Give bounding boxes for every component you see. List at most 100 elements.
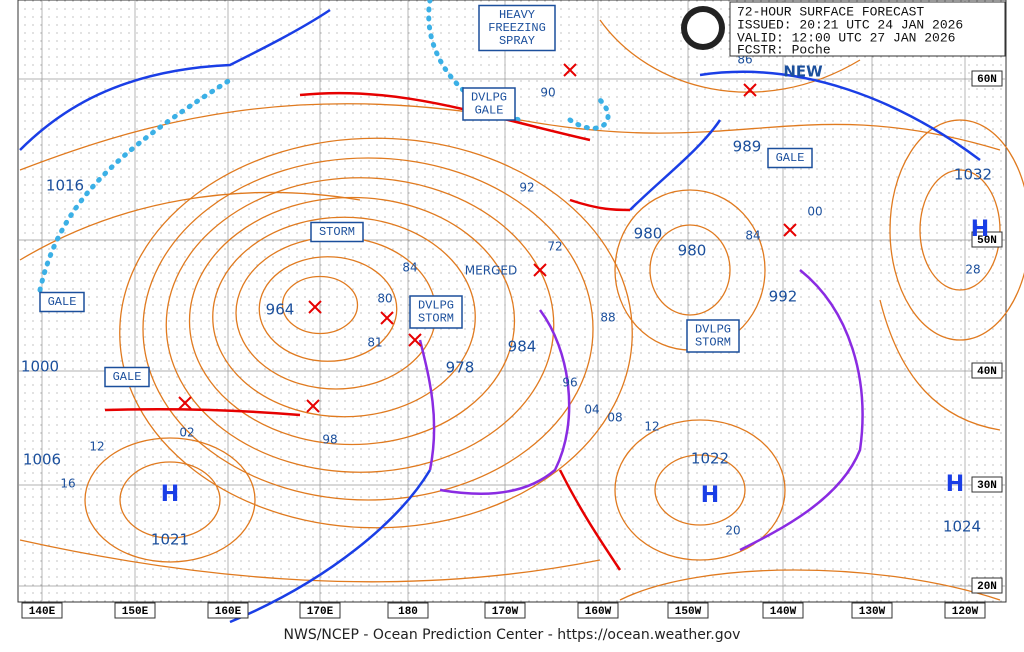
pressure-label: 1032 [954,166,992,184]
pressure-label: 00 [807,205,822,219]
isobar [258,256,398,362]
lon-label-box [851,602,893,619]
warning-box [310,221,364,243]
pressure-label: 92 [519,181,534,195]
lon-label-box [387,602,429,619]
warning-label: GALE [475,104,504,118]
front [229,469,432,624]
pressure-label: 1016 [46,177,84,195]
header-valid: VALID: 12:00 UTC 27 JAN 2026 [737,30,955,45]
high-label: H [971,217,989,242]
pressure-label: 1021 [151,531,189,549]
warning-label: GALE [113,370,142,384]
pressure-label: 28 [965,263,980,277]
warning-label: FREEZING [488,21,546,35]
low-x [408,333,422,347]
warning-box [462,87,516,121]
isobar [188,196,516,446]
lat-label-box [971,70,1003,87]
warning-label: HEAVY [499,8,535,22]
warning-label: GALE [48,295,77,309]
warning-label: DVLPG [695,323,731,337]
pressure-label: 16 [60,477,75,491]
map-layer: 140E 150E 160E 170E 180 170W 160W 150W 140W 130W 1… [18,0,1024,624]
lon-label-box [207,602,249,619]
warning-label: STORM [695,336,731,350]
isobar [165,177,555,473]
warning-box [39,291,85,313]
low-x [178,396,192,410]
isobar [879,299,1001,431]
isobar [889,119,1024,341]
pressure-label: 04 [584,403,599,417]
front [699,70,981,162]
isobar [599,19,861,93]
lon-label-box [484,602,526,619]
low-x [743,83,757,97]
isobar [919,169,1001,291]
isobar [654,454,746,526]
lat-label-box [971,476,1003,493]
pressure-label: 1006 [23,451,61,469]
note-label: NEW [783,63,823,81]
pressure-label: 978 [446,359,475,377]
pressure-label: 02 [179,426,194,440]
latitude-label: 40N [977,366,997,378]
noaa-logo-inner [687,12,719,44]
isobar [119,137,633,529]
pressure-label: 1024 [943,518,981,536]
pressure-label: 90 [540,86,555,100]
lon-label-box [667,602,709,619]
warning-label: STORM [319,225,355,239]
pressure-label: 964 [266,301,295,319]
low-x [306,399,320,413]
low-x [563,63,577,77]
pressure-label: 72 [547,240,562,254]
pressure-label: 84 [745,229,760,243]
latitude-label: 60N [977,74,997,86]
warning-label: DVLPG [418,299,454,313]
pressure-label: 12 [89,440,104,454]
pressure-label: 81 [367,336,382,350]
high-label: H [701,483,719,508]
longitude-label: 170E [307,606,334,618]
pressure-label: 992 [769,288,798,306]
longitude-label: 120W [952,606,979,618]
isobar [614,419,786,561]
isobar [119,461,221,539]
high-label: H [946,472,964,497]
warning-box [767,147,813,169]
warning-label: DVLPG [471,91,507,105]
longitude-label: 170W [492,606,519,618]
pressure-label: 12 [644,420,659,434]
pressure-label: 96 [562,376,577,390]
warning-box [409,295,463,329]
pressure-label: 984 [508,338,537,356]
header-forecaster: FCSTR: Poche [737,42,831,57]
longitude-label: 150E [122,606,149,618]
low-x [380,311,394,325]
isobar [19,539,601,583]
front [299,91,591,142]
warning-label: GALE [776,151,805,165]
isobar [212,216,476,418]
pressure-label: 84 [402,261,417,275]
longitude-label: 140W [770,606,797,618]
front [569,198,631,212]
pressure-label: 80 [377,292,392,306]
longitude-label: 140E [29,606,56,618]
latitude-label: 30N [977,480,997,492]
map-frame [17,0,1007,603]
header: 72-HOUR SURFACE FORECAST ISSUED: 20:21 U… [737,4,963,57]
high-label: H [161,482,179,507]
isobar [281,275,359,335]
isobar [19,191,361,261]
lon-label-box [114,602,156,619]
pressure-label: 1022 [691,450,729,468]
isobar [84,437,256,563]
lon-label-box [762,602,804,619]
pressure-label: 980 [634,225,663,243]
isobar [142,157,594,501]
pressure-label: 980 [678,242,707,260]
